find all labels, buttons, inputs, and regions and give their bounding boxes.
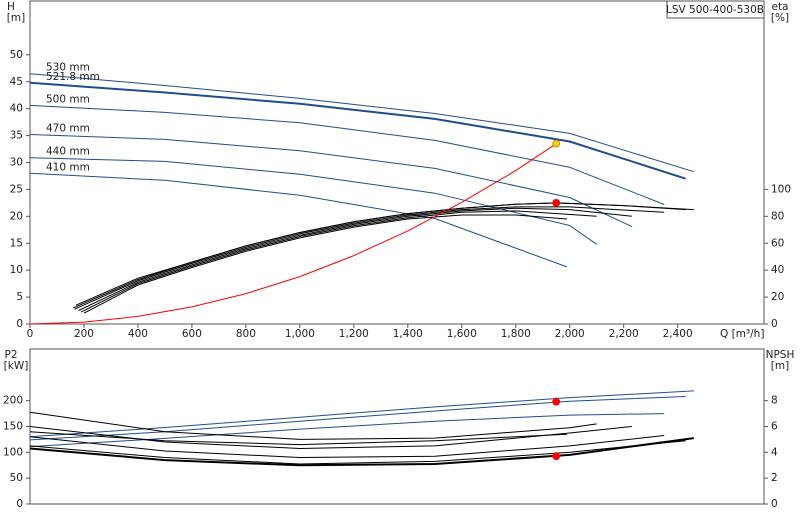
plot-frame [29, 0, 765, 325]
x-tick-label: 0 [27, 328, 34, 340]
operating-point [552, 397, 561, 406]
curve [83, 214, 568, 314]
y-tick-label: 25 [10, 183, 23, 195]
y2-tick-label: 100 [771, 183, 791, 195]
curve [29, 157, 597, 245]
x-tick-label: 2,200 [609, 328, 639, 340]
curve [29, 390, 694, 438]
y2-tick-label: 40 [771, 264, 784, 276]
y2-axis-unit: [m] [771, 360, 789, 372]
curve [29, 437, 694, 467]
x-tick-label: 1,600 [447, 328, 477, 340]
y-tick-label: 5 [16, 291, 23, 303]
y-axis-label: P2 [4, 349, 17, 361]
curve [29, 411, 597, 440]
x-tick-label: 2,400 [663, 328, 693, 340]
x-tick-label: 1,200 [339, 328, 369, 340]
x-tick-label: 200 [74, 328, 94, 340]
curve-label: 530 mm [46, 62, 90, 74]
y2-tick-label: 2 [771, 472, 778, 484]
curve [29, 143, 557, 325]
y-tick-label: 50 [10, 472, 23, 484]
chart-title: LSV 500-400-530B [666, 4, 764, 16]
x-tick-label: 1,800 [501, 328, 531, 340]
curve-label: 470 mm [46, 123, 90, 135]
x-tick-label: 1,000 [285, 328, 315, 340]
curve [78, 207, 632, 311]
curve [29, 134, 633, 228]
x-axis-label: Q [m³/h] [720, 328, 764, 340]
x-tick-label: 1,400 [393, 328, 423, 340]
y2-tick-label: 0 [771, 318, 778, 330]
curve [72, 202, 686, 309]
curve [29, 73, 694, 173]
curve-label: 410 mm [46, 161, 90, 173]
y-tick-label: 10 [10, 264, 23, 276]
y2-axis-label: eta [771, 1, 788, 13]
x-tick-label: 2,000 [555, 328, 585, 340]
curve-label: 521.8 mm [46, 71, 100, 83]
curve [29, 172, 568, 268]
y-axis-unit: [kW] [4, 360, 29, 372]
curve [29, 396, 686, 441]
y-tick-label: 15 [10, 237, 23, 249]
curve [29, 81, 687, 180]
y-tick-label: 20 [10, 210, 23, 222]
x-tick-label: 800 [236, 328, 256, 340]
plot-frame [29, 348, 765, 505]
curve-label: 440 mm [46, 146, 90, 158]
y2-axis-unit: [%] [771, 12, 789, 24]
y2-tick-label: 8 [771, 395, 778, 407]
y2-tick-label: 80 [771, 210, 784, 222]
y2-tick-label: 4 [771, 446, 778, 458]
x-tick-label: 400 [128, 328, 148, 340]
y2-tick-label: 60 [771, 237, 784, 249]
y-tick-label: 45 [10, 76, 23, 88]
y-tick-label: 0 [16, 318, 23, 330]
y-tick-label: 0 [16, 498, 23, 510]
curve [74, 206, 665, 310]
curve [81, 210, 597, 313]
y-axis-label: H [7, 1, 15, 13]
y2-axis-label: NPSH [766, 349, 795, 361]
operating-point [552, 452, 561, 461]
curve [29, 431, 568, 446]
curve-label: 500 mm [46, 93, 90, 105]
operating-point [552, 198, 561, 207]
title-box [666, 0, 765, 19]
x-tick-label: 600 [182, 328, 202, 340]
curve [29, 104, 665, 205]
operating-point [552, 139, 561, 148]
y-tick-label: 35 [10, 130, 23, 142]
y-tick-label: 150 [3, 421, 23, 433]
y2-tick-label: 6 [771, 421, 778, 433]
y-tick-label: 50 [10, 49, 23, 61]
y-axis-unit: [m] [7, 12, 25, 24]
y-tick-label: 40 [10, 103, 23, 115]
curve [29, 440, 686, 465]
y-tick-label: 100 [3, 446, 23, 458]
y-tick-label: 30 [10, 157, 23, 169]
y2-tick-label: 0 [771, 498, 778, 510]
y-tick-label: 200 [3, 395, 23, 407]
y2-tick-label: 20 [771, 291, 784, 303]
curve [29, 435, 665, 458]
